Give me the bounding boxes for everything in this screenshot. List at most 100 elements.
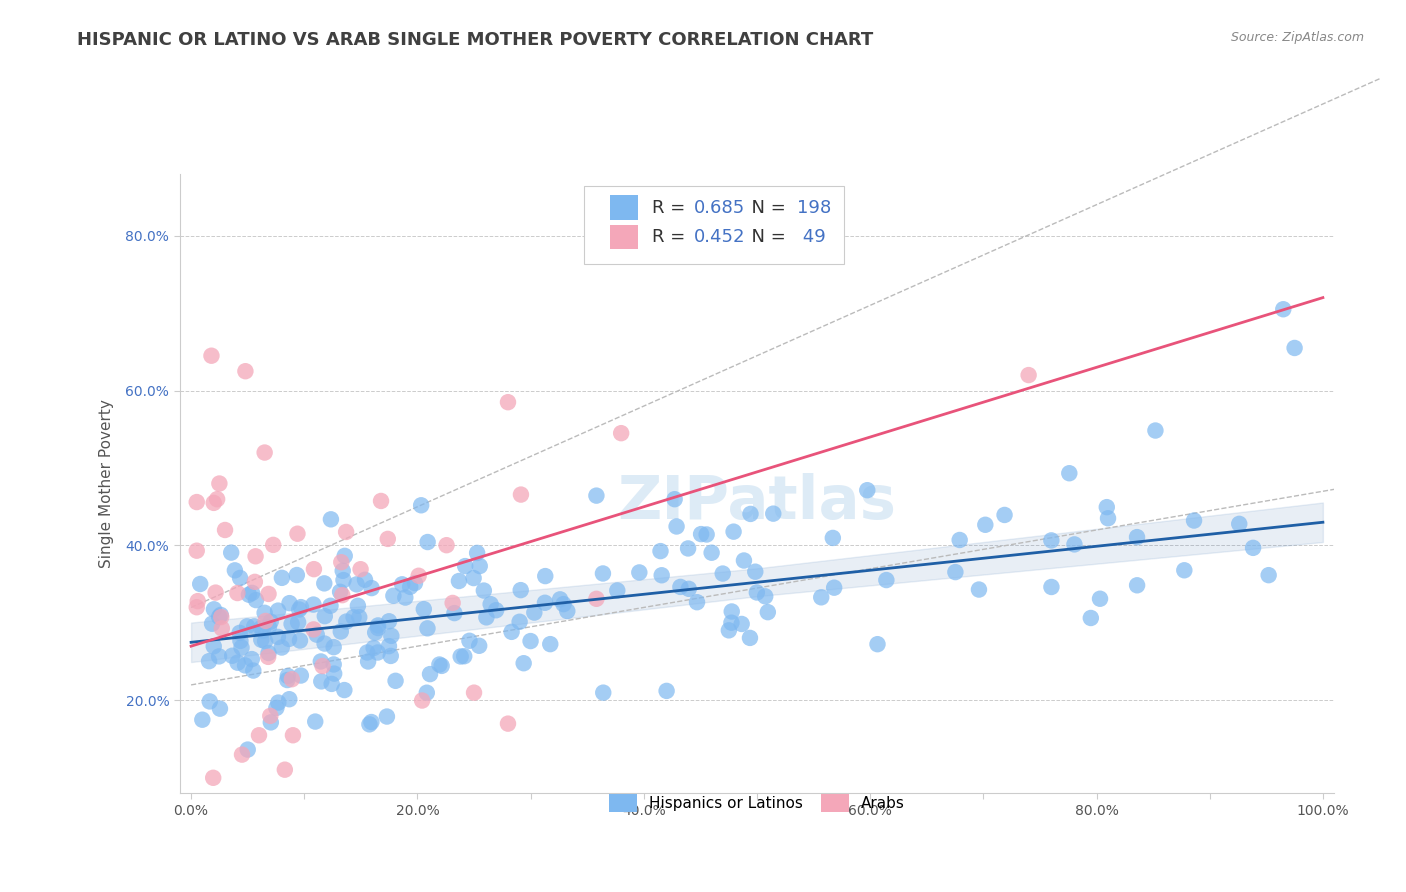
Text: N =: N =: [740, 199, 792, 217]
FancyBboxPatch shape: [610, 195, 638, 220]
Point: [211, 621, 233, 635]
Point: [479, 597, 502, 611]
Point: [454, 559, 477, 574]
Point: [1241, 541, 1264, 555]
FancyBboxPatch shape: [583, 186, 844, 263]
Point: [257, 587, 280, 601]
Point: [200, 349, 222, 363]
Point: [314, 609, 336, 624]
Point: [1126, 530, 1149, 544]
Point: [370, 494, 392, 508]
Point: [519, 634, 541, 648]
Point: [1097, 511, 1119, 525]
Point: [1173, 563, 1195, 577]
Point: [333, 683, 356, 698]
Point: [250, 632, 273, 647]
Point: [280, 616, 302, 631]
Point: [214, 523, 236, 537]
Point: [288, 633, 311, 648]
Text: Source: ZipAtlas.com: Source: ZipAtlas.com: [1230, 31, 1364, 45]
Point: [335, 524, 357, 539]
Point: [974, 517, 997, 532]
Point: [501, 624, 523, 639]
Point: [287, 526, 309, 541]
Point: [187, 594, 209, 608]
Point: [342, 610, 364, 624]
Point: [1227, 516, 1250, 531]
Point: [468, 639, 491, 653]
Point: [1284, 341, 1306, 355]
Point: [304, 714, 326, 729]
Point: [250, 621, 273, 635]
Point: [1182, 514, 1205, 528]
Point: [404, 576, 426, 591]
Point: [664, 492, 686, 507]
Point: [875, 573, 897, 587]
Text: N =: N =: [740, 227, 792, 246]
Point: [208, 610, 231, 624]
Point: [208, 701, 231, 715]
Point: [690, 527, 713, 541]
Point: [468, 559, 491, 574]
Point: [270, 640, 292, 655]
Point: [412, 602, 434, 616]
Point: [302, 598, 325, 612]
Point: [411, 693, 433, 707]
Point: [242, 664, 264, 678]
Point: [496, 395, 519, 409]
Point: [349, 610, 371, 624]
Point: [321, 677, 343, 691]
Point: [209, 607, 232, 622]
Point: [453, 649, 475, 664]
Point: [323, 666, 346, 681]
Point: [278, 596, 301, 610]
Point: [866, 637, 889, 651]
Point: [463, 686, 485, 700]
Point: [277, 669, 299, 683]
Point: [592, 566, 614, 581]
Point: [548, 592, 571, 607]
Point: [311, 674, 333, 689]
Point: [267, 630, 290, 644]
Point: [236, 742, 259, 756]
Point: [208, 649, 231, 664]
Point: [382, 589, 405, 603]
Point: [359, 717, 381, 731]
Point: [332, 564, 354, 578]
Point: [186, 495, 208, 509]
Point: [416, 535, 439, 549]
Point: [512, 657, 534, 671]
Text: 0.452: 0.452: [693, 227, 745, 246]
Point: [201, 616, 224, 631]
Point: [270, 571, 292, 585]
Point: [411, 498, 433, 512]
Point: [231, 640, 253, 655]
Point: [821, 531, 844, 545]
Point: [363, 640, 385, 655]
Point: [651, 568, 673, 582]
Point: [856, 483, 879, 498]
Point: [329, 584, 352, 599]
Point: [198, 654, 221, 668]
Point: [346, 577, 368, 591]
Point: [243, 619, 266, 633]
Point: [188, 577, 211, 591]
Point: [186, 600, 208, 615]
Point: [322, 657, 344, 672]
Point: [208, 476, 231, 491]
Point: [259, 709, 281, 723]
Point: [496, 716, 519, 731]
Point: [209, 610, 232, 624]
Point: [253, 445, 276, 459]
Point: [472, 583, 495, 598]
Point: [378, 639, 401, 653]
Text: 49: 49: [797, 227, 827, 246]
Point: [1040, 533, 1063, 548]
Point: [384, 673, 406, 688]
Text: R =: R =: [652, 227, 690, 246]
Point: [377, 532, 399, 546]
Point: [257, 649, 280, 664]
Point: [1257, 568, 1279, 582]
Point: [290, 668, 312, 682]
Point: [628, 566, 651, 580]
